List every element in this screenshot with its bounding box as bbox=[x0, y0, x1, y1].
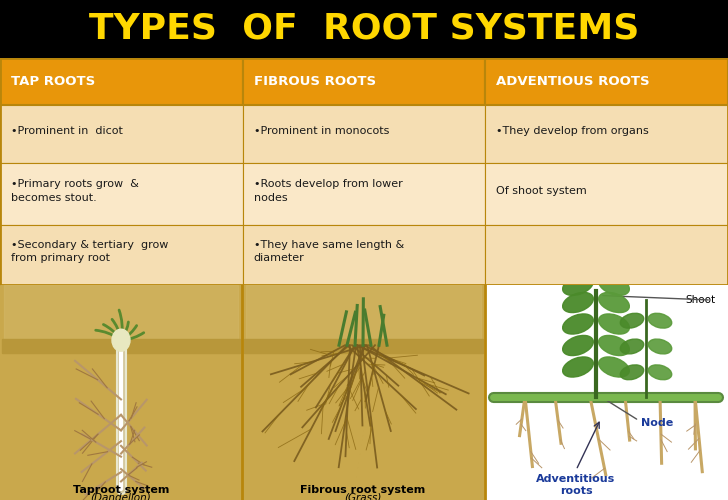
Bar bbox=[0, 285, 242, 500]
Text: TAP ROOTS: TAP ROOTS bbox=[11, 75, 95, 88]
Text: (Dandelion): (Dandelion) bbox=[90, 492, 151, 500]
Text: ADVENTIOUS ROOTS: ADVENTIOUS ROOTS bbox=[496, 75, 650, 88]
Ellipse shape bbox=[620, 314, 644, 328]
Text: •They have same length &
diameter: •They have same length & diameter bbox=[253, 240, 404, 264]
Text: FIBROUS ROOTS: FIBROUS ROOTS bbox=[253, 75, 376, 88]
Bar bbox=[486, 58, 728, 106]
Text: (Grass): (Grass) bbox=[344, 492, 381, 500]
Ellipse shape bbox=[563, 275, 593, 295]
Bar bbox=[0, 164, 242, 224]
Bar bbox=[242, 58, 486, 106]
Ellipse shape bbox=[620, 339, 644, 354]
Text: Of shoot system: Of shoot system bbox=[496, 186, 587, 196]
Bar bbox=[244, 339, 483, 353]
Text: •Prominent in  dicot: •Prominent in dicot bbox=[11, 126, 123, 136]
Ellipse shape bbox=[563, 357, 593, 377]
Ellipse shape bbox=[648, 365, 672, 380]
Text: •Secondary & tertiary  grow
from primary root: •Secondary & tertiary grow from primary … bbox=[11, 240, 168, 264]
Bar bbox=[486, 224, 728, 285]
Bar bbox=[244, 345, 483, 500]
Text: •Prominent in monocots: •Prominent in monocots bbox=[253, 126, 389, 136]
Text: Taproot system: Taproot system bbox=[73, 484, 169, 494]
Ellipse shape bbox=[598, 292, 629, 312]
Ellipse shape bbox=[112, 329, 130, 351]
Bar bbox=[485, 285, 728, 500]
Text: TYPES  OF  ROOT SYSTEMS: TYPES OF ROOT SYSTEMS bbox=[89, 12, 639, 46]
Text: •They develop from organs: •They develop from organs bbox=[496, 126, 649, 136]
Bar bbox=[486, 164, 728, 224]
Bar bbox=[242, 106, 486, 164]
Bar bbox=[0, 224, 242, 285]
Ellipse shape bbox=[648, 339, 672, 354]
Ellipse shape bbox=[598, 336, 629, 355]
Ellipse shape bbox=[648, 314, 672, 328]
Text: Adventitious
roots: Adventitious roots bbox=[537, 474, 616, 496]
Bar bbox=[486, 106, 728, 164]
Ellipse shape bbox=[563, 314, 593, 334]
Ellipse shape bbox=[598, 357, 629, 377]
Bar bbox=[242, 224, 486, 285]
Ellipse shape bbox=[563, 292, 593, 312]
Text: •Roots develop from lower
nodes: •Roots develop from lower nodes bbox=[253, 180, 403, 203]
Text: Node: Node bbox=[641, 418, 673, 428]
Ellipse shape bbox=[598, 275, 629, 295]
Ellipse shape bbox=[620, 365, 644, 380]
Bar bbox=[2, 345, 240, 500]
Text: Fibrous root system: Fibrous root system bbox=[301, 484, 426, 494]
Bar bbox=[242, 285, 485, 500]
Bar bbox=[0, 106, 242, 164]
Ellipse shape bbox=[598, 314, 629, 334]
Bar bbox=[0, 58, 242, 106]
Bar bbox=[242, 164, 486, 224]
Ellipse shape bbox=[563, 336, 593, 355]
Bar bbox=[2, 339, 240, 353]
Text: Shoot: Shoot bbox=[686, 295, 716, 305]
Text: •Primary roots grow  &
becomes stout.: •Primary roots grow & becomes stout. bbox=[11, 180, 139, 203]
